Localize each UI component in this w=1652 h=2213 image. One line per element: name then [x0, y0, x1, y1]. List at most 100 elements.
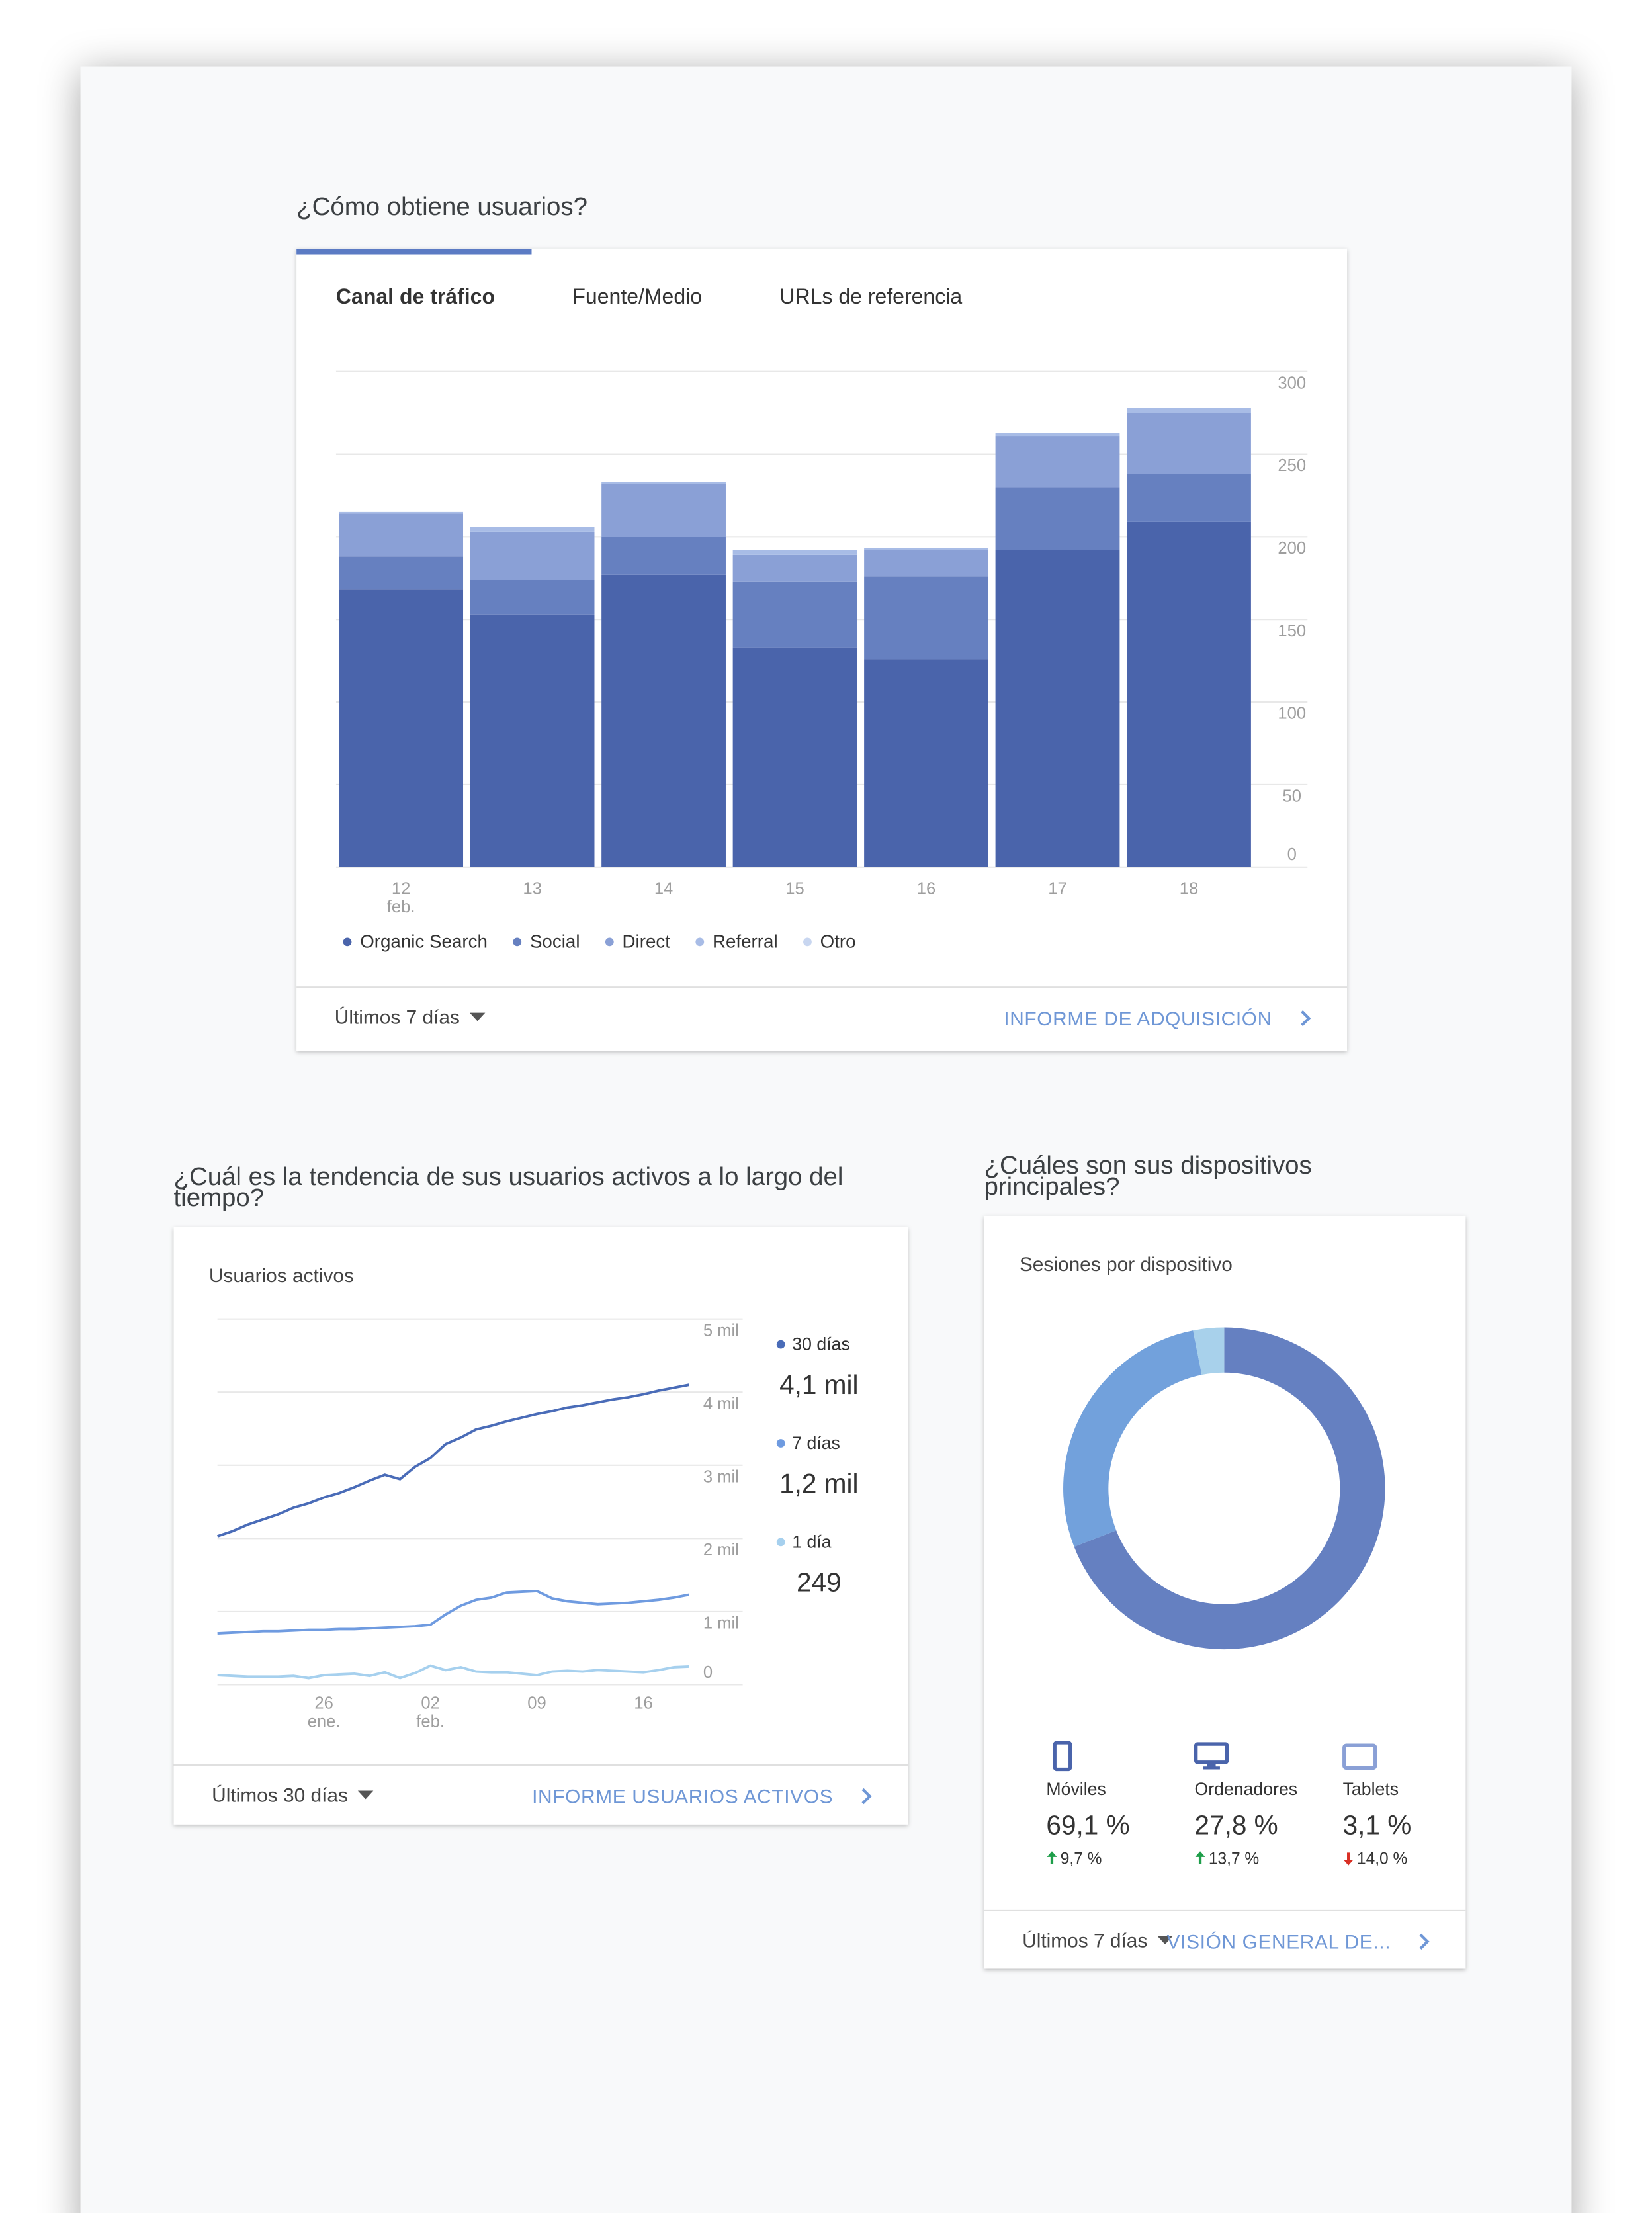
- bar-segment: [732, 647, 857, 867]
- y-tick-label: 4 mil: [703, 1395, 739, 1413]
- x-tick-label: 17: [1048, 879, 1067, 898]
- card-subtitle: Sesiones por dispositivo: [1020, 1254, 1233, 1276]
- y-tick-label: 3 mil: [703, 1467, 739, 1486]
- x-tick-label: 12 feb.: [387, 879, 415, 916]
- bar-segment: [339, 589, 464, 867]
- summary-value: 249: [797, 1567, 842, 1598]
- device-share: 69,1 %: [1046, 1810, 1129, 1841]
- legend-label: Otro: [820, 931, 856, 951]
- legend-label: Referral: [713, 931, 778, 951]
- bar-segment: [995, 550, 1120, 867]
- legend-dot: [776, 1439, 785, 1448]
- dropdown-arrow: [1157, 1936, 1173, 1945]
- device-icon: [1342, 1743, 1377, 1770]
- dropdown-arrow: [357, 1790, 374, 1800]
- content: ¿Cómo obtiene usuarios? Canal de tráfico F…: [173, 193, 1466, 1969]
- period-selector[interactable]: Últimos 7 días: [335, 1007, 460, 1029]
- y-tick-label: 300: [1278, 374, 1306, 392]
- bar-segment: [1127, 408, 1251, 413]
- bar-segment: [339, 513, 464, 557]
- bar-segment: [601, 484, 726, 537]
- series-line: [217, 1664, 689, 1680]
- bar-segment: [470, 580, 595, 615]
- bar-segment: [339, 511, 464, 514]
- bar-segment: [864, 659, 988, 867]
- bar-segment: [601, 574, 726, 867]
- y-tick-label: 100: [1278, 705, 1306, 723]
- bar-segment: [995, 436, 1120, 488]
- bar-segment: [864, 576, 988, 660]
- legend-label: Social: [530, 931, 580, 951]
- bar-segment: [732, 554, 857, 582]
- period-selector[interactable]: Últimos 7 días: [1022, 1930, 1147, 1952]
- legend-dot: [776, 1340, 785, 1349]
- legend-label: 30 días: [792, 1334, 849, 1354]
- section-heading: ¿Cuáles son sus dispositivos principales?: [984, 1151, 1312, 1201]
- section-heading: ¿Cómo obtiene usuarios?: [296, 193, 587, 221]
- x-tick-label: 13: [523, 879, 542, 898]
- legend-label: Organic Search: [360, 931, 488, 951]
- device-icon: [1053, 1741, 1072, 1772]
- bar-segment: [1127, 413, 1251, 474]
- x-tick-label: 26 ene.: [308, 1694, 341, 1731]
- x-tick-label: 15: [785, 879, 804, 898]
- y-tick-label: 0: [703, 1663, 713, 1682]
- series-line: [217, 1383, 689, 1538]
- bar-segment: [995, 433, 1120, 437]
- x-tick-label: 18: [1180, 879, 1199, 898]
- change-arrow: [1343, 1852, 1354, 1866]
- bar-segment: [470, 527, 595, 532]
- x-tick-label: 14: [654, 879, 674, 898]
- legend-label: Direct: [623, 931, 671, 951]
- y-tick-label: 1 mil: [703, 1614, 739, 1633]
- summary-value: 1,2 mil: [779, 1468, 858, 1498]
- tab[interactable]: Fuente/Medio: [572, 284, 702, 308]
- legend-dot: [695, 937, 705, 947]
- legend-label: 7 días: [792, 1433, 840, 1453]
- card: [173, 1227, 908, 1825]
- report-link[interactable]: INFORME USUARIOS ACTIVOS: [532, 1786, 833, 1808]
- x-tick-label: 16: [634, 1694, 653, 1713]
- y-tick-label: 250: [1278, 456, 1306, 475]
- legend-label: 1 día: [792, 1532, 831, 1551]
- donut-segment: [1193, 1327, 1225, 1375]
- bar-segment: [864, 550, 988, 577]
- bar-segment: [1127, 474, 1251, 522]
- donut-segment: [1063, 1330, 1202, 1547]
- bar-segment: [601, 537, 726, 575]
- y-tick-label: 5 mil: [703, 1321, 739, 1340]
- device-icon: [1194, 1742, 1229, 1770]
- tab[interactable]: Canal de tráfico: [336, 284, 495, 308]
- bar-segment: [995, 487, 1120, 550]
- report-link[interactable]: INFORME DE ADQUISICIÓN: [1004, 1008, 1272, 1030]
- bar-segment: [470, 531, 595, 580]
- bar-segment: [732, 550, 857, 555]
- legend-dot: [776, 1538, 785, 1547]
- device-share: 3,1 %: [1343, 1810, 1412, 1841]
- change-label: 14,0 %: [1357, 1850, 1407, 1868]
- x-tick-label: 02 feb.: [416, 1694, 445, 1731]
- change-label: 13,7 %: [1209, 1850, 1259, 1868]
- period-selector[interactable]: Últimos 30 días: [212, 1785, 348, 1807]
- summary-value: 4,1 mil: [779, 1369, 858, 1400]
- change-label: 9,7 %: [1061, 1850, 1102, 1868]
- chevron: [861, 1788, 872, 1805]
- tab-indicator: [296, 248, 532, 255]
- dropdown-arrow: [469, 1012, 486, 1021]
- x-tick-label: 16: [917, 879, 936, 898]
- bar-segment: [470, 614, 595, 867]
- device-label: Móviles: [1046, 1779, 1106, 1799]
- change-arrow: [1195, 1851, 1205, 1864]
- card-subtitle: Usuarios activos: [209, 1265, 354, 1287]
- y-tick-label: 0: [1287, 846, 1297, 864]
- x-tick-label: 09: [527, 1694, 546, 1713]
- legend-dot: [513, 937, 522, 947]
- device-share: 27,8 %: [1195, 1810, 1278, 1841]
- bar-segment: [864, 548, 988, 550]
- bar-segment: [339, 556, 464, 590]
- legend-dot: [343, 937, 352, 947]
- tab[interactable]: URLs de referencia: [779, 284, 962, 308]
- legend-dot: [803, 937, 812, 947]
- report-link[interactable]: VISIÓN GENERAL DE...: [1167, 1932, 1391, 1954]
